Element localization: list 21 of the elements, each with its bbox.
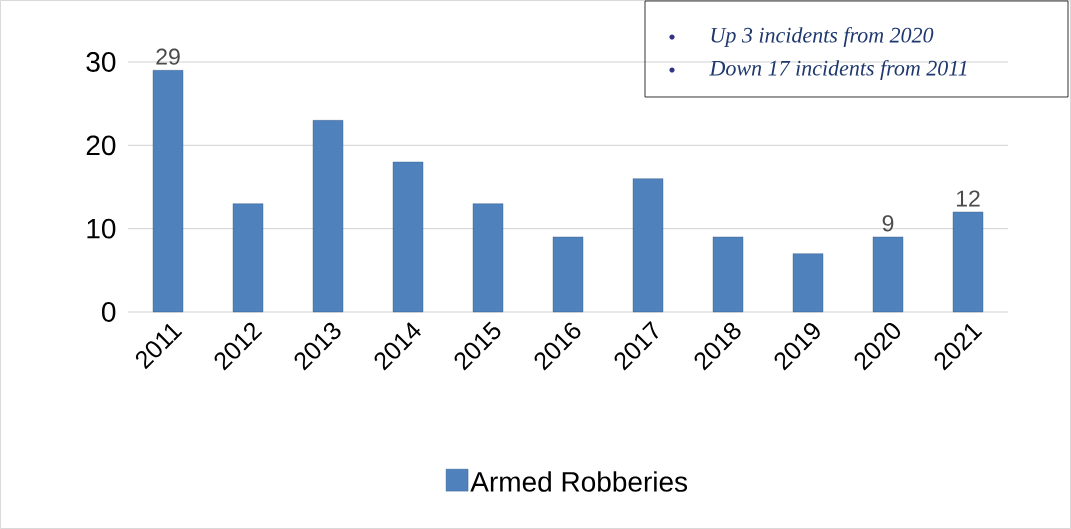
bar <box>152 70 184 313</box>
text: Up 3 incidents from 2020 <box>711 26 934 48</box>
bar <box>392 161 424 313</box>
bar <box>232 203 264 313</box>
y-tick-label: 20 <box>86 135 116 156</box>
annotation: Down 17 incidents from 2011 <box>709 59 967 81</box>
bar <box>632 178 664 313</box>
bar <box>792 253 824 313</box>
data-label: 9 <box>882 215 894 232</box>
bar <box>712 236 744 313</box>
y-tick-label: 0 <box>102 302 116 322</box>
bar <box>472 203 504 313</box>
data-label: 12 <box>956 190 980 207</box>
y-tick-label: 10 <box>87 218 116 239</box>
bar <box>552 236 584 313</box>
bar <box>872 236 904 313</box>
data-label: 29 <box>156 48 180 65</box>
y-tick-label: 30 <box>86 52 116 72</box>
legend-label: Armed Robberies <box>470 471 688 492</box>
bar <box>312 120 344 313</box>
bar <box>952 211 984 313</box>
